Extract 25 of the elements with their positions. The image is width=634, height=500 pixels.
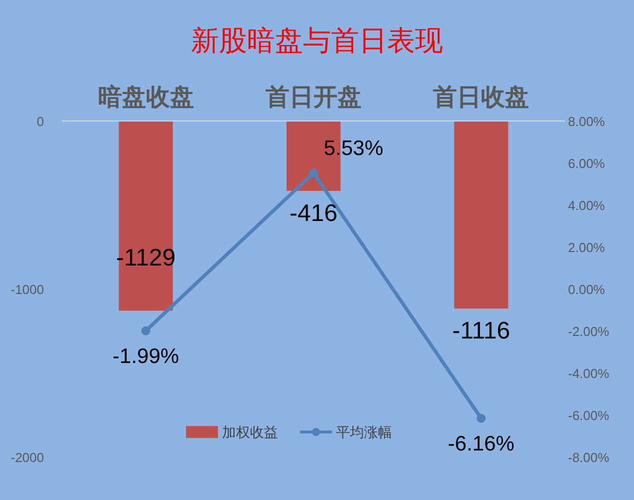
y-tick-label: -1000: [10, 282, 44, 297]
legend-label: 加权收益: [222, 424, 278, 440]
y2-tick-label: -4.00%: [568, 366, 610, 381]
data-label: -416: [289, 200, 338, 227]
y2-tick-label: 2.00%: [568, 240, 606, 255]
y2-tick-label: 8.00%: [568, 114, 606, 129]
x-tick-label: 暗盘收盘: [98, 84, 194, 111]
y-tick-label: -2000: [10, 450, 44, 465]
data-label: -6.16%: [448, 432, 514, 456]
y2-tick-label: 0.00%: [568, 282, 606, 297]
x-tick-label: 首日收盘: [432, 84, 530, 111]
y2-tick-label: 4.00%: [568, 198, 606, 213]
data-label: -1.99%: [112, 344, 180, 368]
point: [309, 168, 318, 178]
x-tick-label: 首日开盘: [264, 84, 362, 111]
point: [476, 414, 486, 423]
data-label: -1116: [452, 317, 510, 344]
legend-label: 平均涨幅: [336, 424, 392, 440]
y2-tick-label: -6.00%: [568, 408, 610, 423]
chart-title: 新股暗盘与首日表现: [191, 25, 443, 56]
y-tick-label: 0: [36, 114, 44, 129]
y2-tick-label: -8.00%: [568, 450, 610, 465]
y2-tick-label: -2.00%: [568, 324, 610, 339]
point: [141, 326, 150, 336]
y2-tick-label: 6.00%: [568, 156, 606, 171]
